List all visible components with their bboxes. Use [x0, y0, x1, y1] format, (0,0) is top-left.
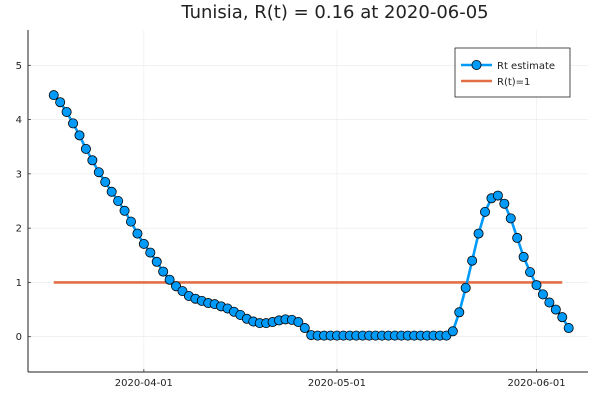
- rt-estimate-point: [499, 198, 510, 209]
- y-tick-label: 3: [16, 169, 22, 180]
- rt-estimate-point: [505, 213, 516, 224]
- y-tick-label: 1: [16, 278, 22, 289]
- x-tick-label: 2020-06-01: [507, 378, 565, 389]
- y-tick-label: 4: [16, 115, 22, 126]
- rt-estimate-point: [473, 228, 484, 239]
- rt-estimate-point: [80, 143, 91, 154]
- rt-estimate-point: [74, 130, 85, 141]
- rt-estimate-point: [48, 90, 59, 101]
- rt-estimate-point: [518, 251, 529, 262]
- rt-estimate-point: [525, 267, 536, 278]
- rt-estimate-point: [492, 190, 503, 201]
- rt-estimate-point: [531, 280, 542, 291]
- rt-estimate-point: [68, 118, 79, 129]
- y-axis: 0 1 2 3 4 5: [16, 61, 31, 343]
- rt-estimate-point: [460, 282, 471, 293]
- rt-estimate-point: [454, 307, 465, 318]
- rt-estimate-point: [158, 266, 169, 277]
- rt-estimate-point: [113, 195, 124, 206]
- rt-estimate-point: [138, 238, 149, 249]
- rt-estimate-point: [93, 167, 104, 178]
- y-tick-label: 0: [16, 332, 22, 343]
- rt-estimate-point: [480, 206, 491, 217]
- x-axis: 2020-04-01 2020-05-01 2020-06-01: [115, 369, 566, 389]
- rt-estimate-point: [125, 216, 136, 227]
- chart-title: Tunisia, R(t) = 0.16 at 2020-06-05: [180, 2, 488, 23]
- rt-estimate-point: [119, 205, 130, 216]
- legend: Rt estimate R(t)=1: [454, 47, 571, 98]
- rt-estimate-point: [512, 232, 523, 243]
- rt-estimate-point: [467, 255, 478, 266]
- rt-estimate-point: [299, 323, 310, 334]
- rt-estimate-point: [293, 317, 304, 328]
- rt-estimate-point: [557, 312, 568, 323]
- rt-estimate-point: [447, 326, 458, 337]
- rt-estimate-point: [61, 106, 72, 117]
- rt-estimate-point: [537, 289, 548, 300]
- rt-estimate-point: [106, 186, 117, 197]
- x-tick-label: 2020-05-01: [308, 378, 366, 389]
- rt-estimate-point: [100, 176, 111, 187]
- legend-box: [454, 47, 571, 98]
- rt-estimate-point: [132, 228, 143, 239]
- axes: [27, 30, 588, 373]
- rt-estimate-point: [550, 304, 561, 315]
- y-tick-label: 5: [16, 61, 22, 72]
- rt-estimate-point: [164, 274, 175, 285]
- rt-estimate-point: [87, 155, 98, 166]
- rt-estimate-point: [563, 323, 574, 334]
- rt-estimate-point: [145, 247, 156, 258]
- plot-area: [48, 90, 574, 341]
- legend-label-r1: R(t)=1: [497, 77, 530, 88]
- rt-estimate-point: [55, 97, 66, 108]
- legend-label-rt-estimate: Rt estimate: [497, 61, 555, 72]
- y-tick-label: 2: [16, 224, 22, 235]
- legend-marker-rt-estimate: [471, 60, 482, 71]
- rt-estimate-point: [544, 297, 555, 308]
- rt-estimate-point: [151, 256, 162, 267]
- x-tick-label: 2020-04-01: [115, 378, 173, 389]
